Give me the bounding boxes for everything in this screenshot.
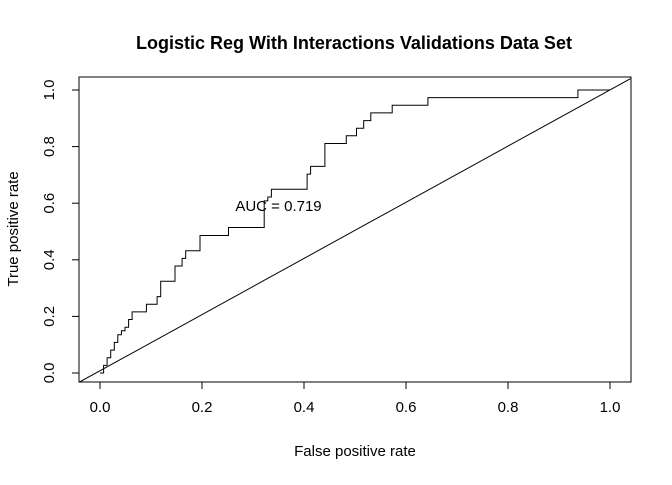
x-tick-label: 0.2 xyxy=(192,399,213,416)
plot-area xyxy=(79,78,631,383)
x-tick-label: 0.8 xyxy=(498,399,519,416)
chart-title: Logistic Reg With Interactions Validatio… xyxy=(136,33,572,53)
y-axis: 0.0 0.2 0.4 0.6 0.8 1.0 xyxy=(41,80,80,384)
y-tick-label: 1.0 xyxy=(41,80,58,101)
reference-diagonal-line xyxy=(79,78,631,383)
x-tick-label: 0.6 xyxy=(396,399,417,416)
x-tick-label: 0.0 xyxy=(90,399,111,416)
auc-annotation: AUC = 0.719 xyxy=(235,198,321,215)
x-tick-label: 0.4 xyxy=(294,399,315,416)
roc-curve-series xyxy=(100,89,610,374)
y-tick-label: 0.2 xyxy=(41,306,58,327)
y-tick-label: 0.8 xyxy=(41,136,58,157)
y-tick-label: 0.0 xyxy=(41,363,58,384)
y-tick-label: 0.6 xyxy=(41,193,58,214)
x-axis: 0.0 0.2 0.4 0.6 0.8 1.0 xyxy=(90,381,621,416)
x-tick-label: 1.0 xyxy=(600,399,621,416)
x-axis-label: False positive rate xyxy=(294,443,416,460)
y-tick-label: 0.4 xyxy=(41,249,58,270)
y-axis-label: True positive rate xyxy=(5,171,22,286)
